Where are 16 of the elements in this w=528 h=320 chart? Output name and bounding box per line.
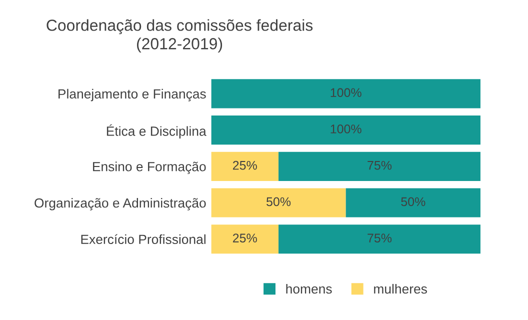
legend-label: homens: [286, 284, 332, 294]
legend-label: mulheres: [374, 284, 427, 294]
data-label: 100%: [330, 88, 362, 98]
y-tick-label: Organização e Administração: [34, 198, 206, 210]
y-tick-label: Exercício Profissional: [81, 234, 206, 244]
y-tick-label: Ética e Disciplina: [106, 124, 206, 138]
data-label: 25%: [232, 160, 257, 170]
data-label: 25%: [232, 234, 257, 242]
chart-title: Coordenação das comissões federais (2012-2019): [46, 19, 313, 53]
y-tick-label: Ensino e Formação: [93, 162, 206, 174]
data-label: 75%: [368, 234, 392, 242]
data-label: 50%: [266, 197, 291, 206]
data-label: 75%: [368, 160, 392, 170]
data-label: 50%: [401, 197, 426, 206]
y-tick-label: Planejamento e Finanças: [58, 88, 206, 102]
data-label: 100%: [330, 124, 362, 134]
